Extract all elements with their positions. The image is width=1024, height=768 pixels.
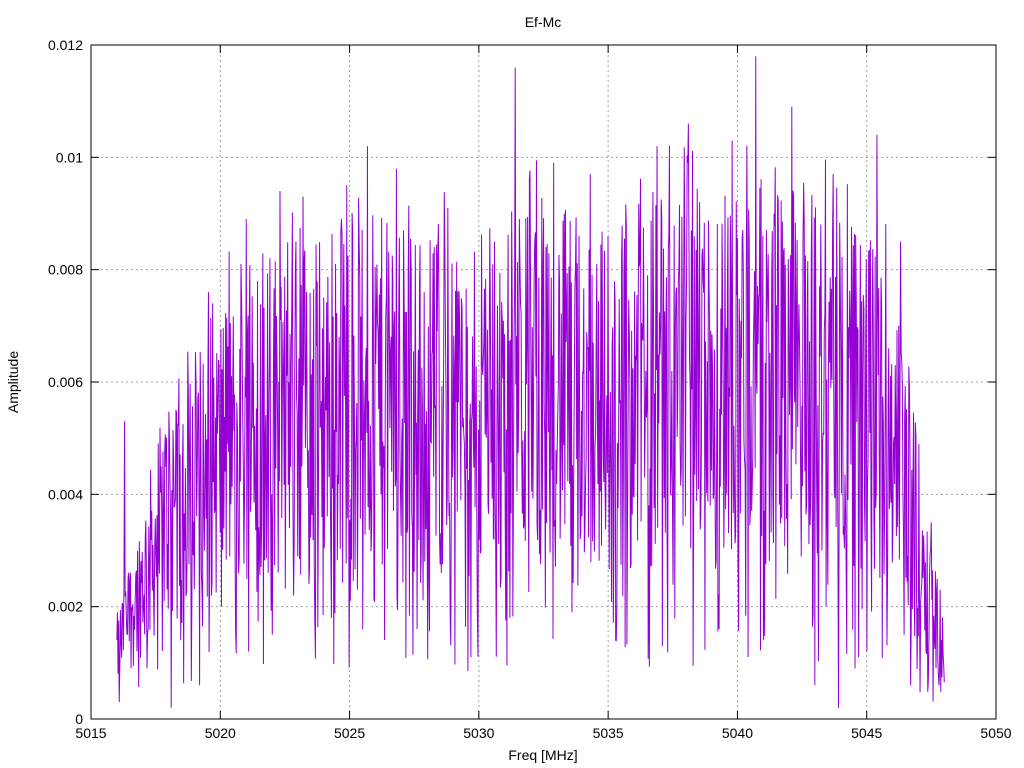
y-tick-label: 0.01 [56, 149, 83, 165]
ticks [90, 44, 997, 720]
x-tick-label: 5040 [722, 725, 753, 741]
y-tick-label: 0.004 [48, 486, 83, 502]
x-tick-label: 5050 [980, 725, 1011, 741]
y-tick-label: 0.012 [48, 37, 83, 53]
y-axis-label: Amplitude [5, 351, 21, 413]
x-tick-label: 5020 [205, 725, 236, 741]
y-tick-label: 0 [75, 711, 83, 727]
x-tick-label: 5015 [75, 725, 106, 741]
y-tick-label: 0.006 [48, 374, 83, 390]
x-tick-label: 5025 [334, 725, 365, 741]
series-line [116, 56, 945, 708]
x-axis-label: Freq [MHz] [508, 747, 577, 763]
y-tick-labels: 0 0.002 0.004 0.006 0.008 0.01 0.012 [48, 37, 83, 727]
x-tick-label: 5045 [851, 725, 882, 741]
x-tick-labels: 5015 5020 5025 5030 5035 5040 5045 5050 [75, 725, 1011, 741]
chart-title: Ef-Mc [525, 14, 562, 30]
series-layer [116, 56, 945, 708]
x-tick-label: 5035 [593, 725, 624, 741]
x-tick-label: 5030 [463, 725, 494, 741]
y-tick-label: 0.008 [48, 262, 83, 278]
y-tick-label: 0.002 [48, 599, 83, 615]
